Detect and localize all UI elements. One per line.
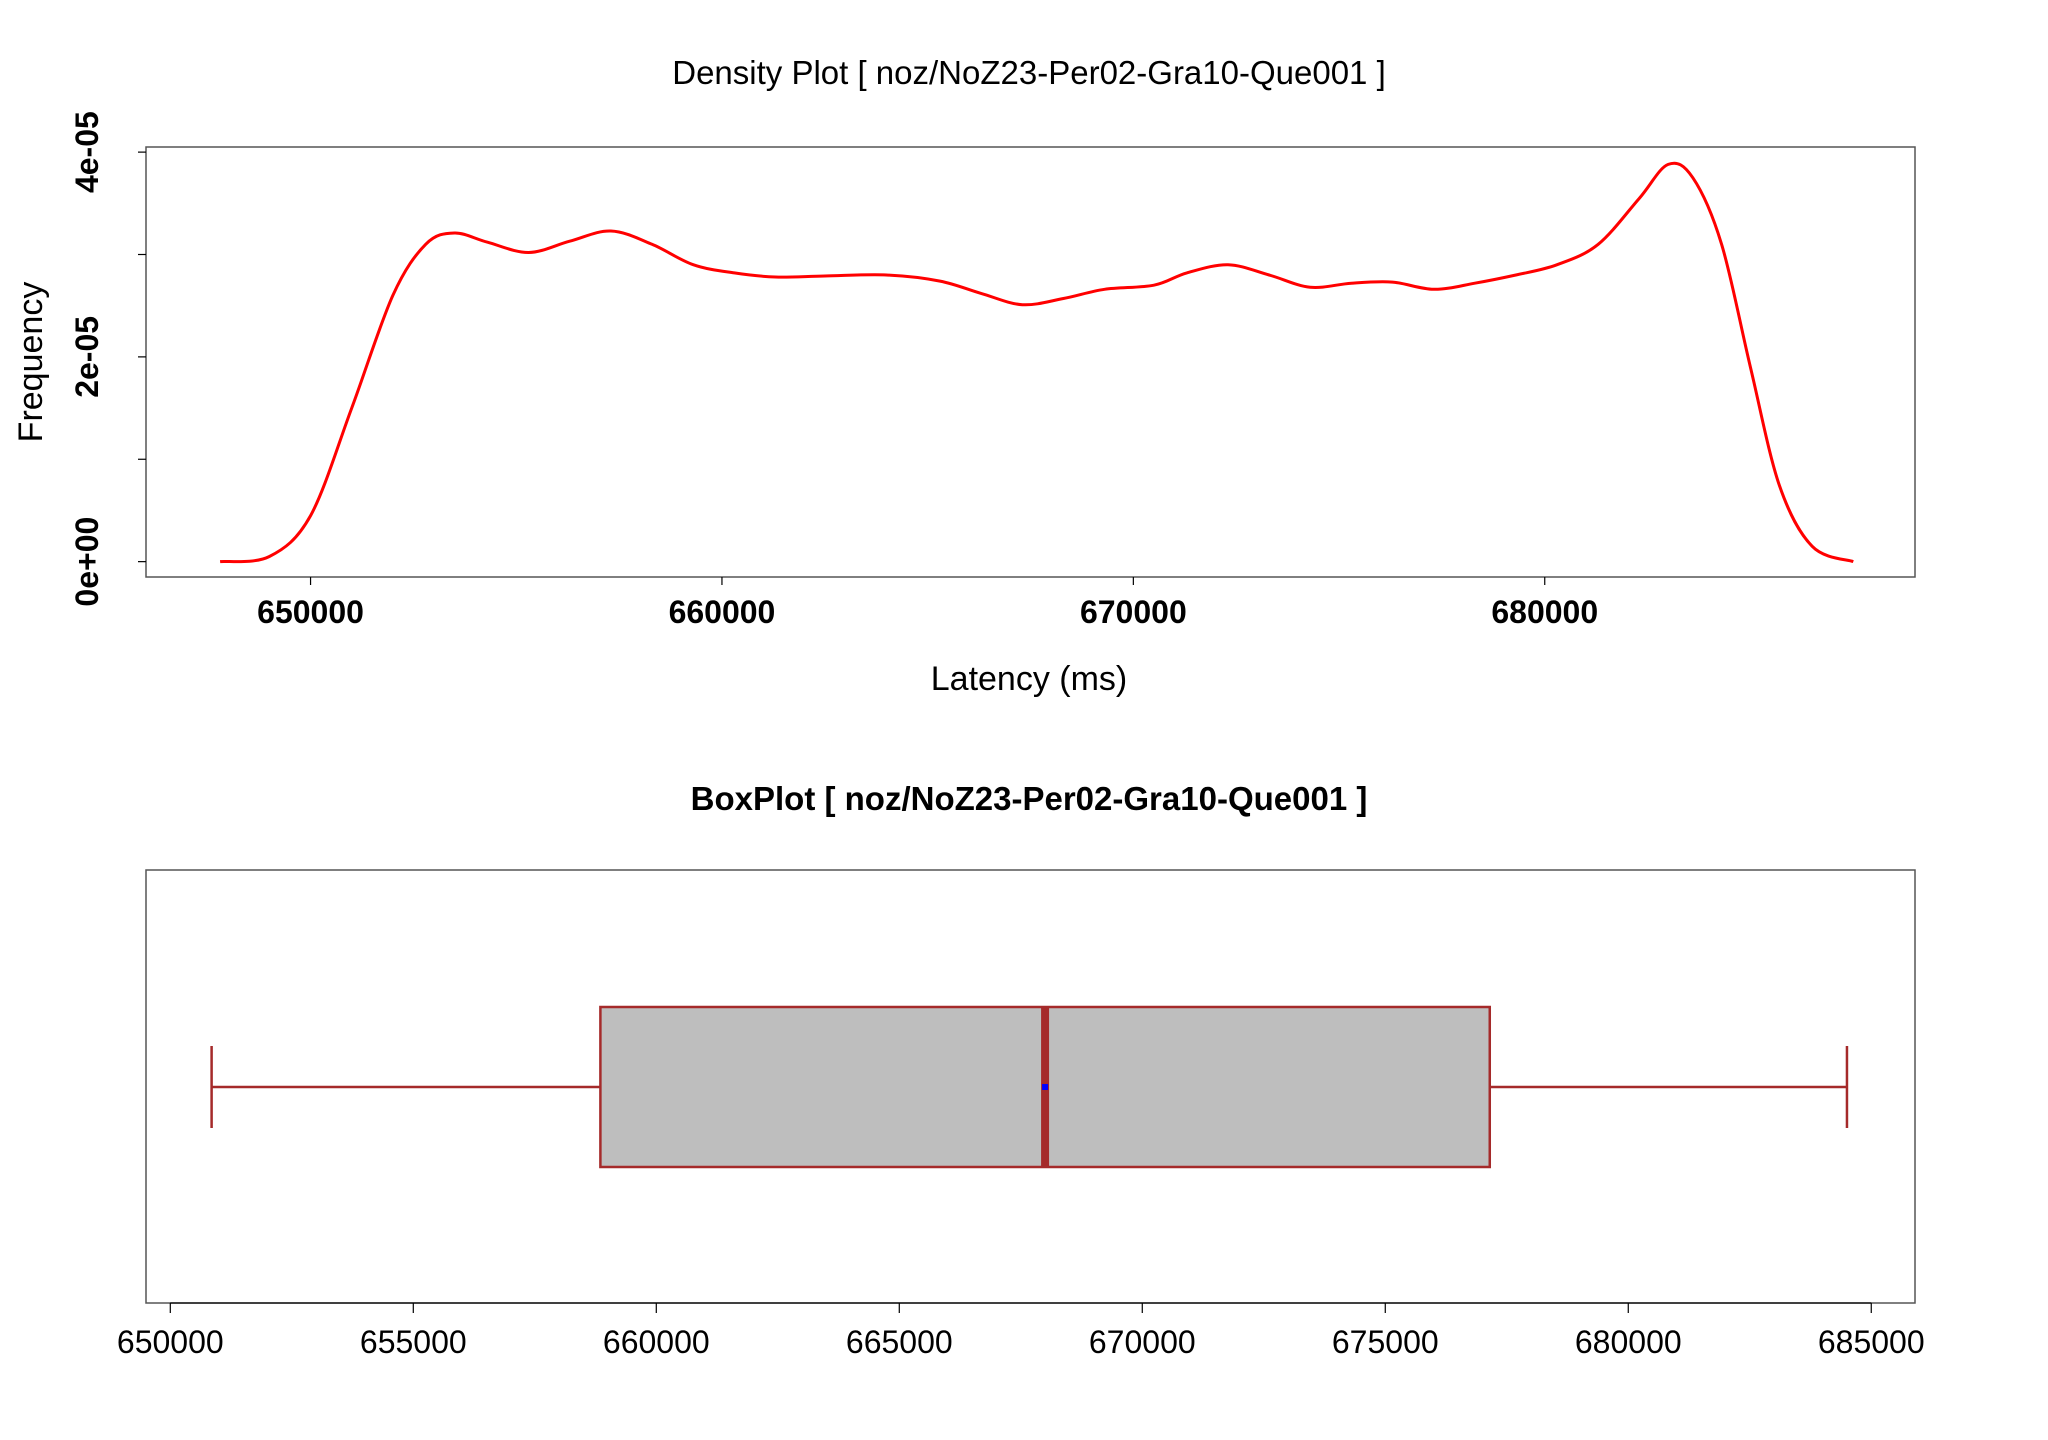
- boxplot-x-tick-label: 660000: [603, 1324, 710, 1360]
- density-title: Density Plot [ noz/NoZ23-Per02-Gra10-Que…: [672, 54, 1386, 91]
- boxplot-x-tick-label: 675000: [1332, 1324, 1439, 1360]
- density-x-tick-label: 680000: [1491, 594, 1598, 630]
- density-plot: Density Plot [ noz/NoZ23-Per02-Gra10-Que…: [12, 54, 1916, 698]
- boxplot-marks: [210, 1005, 1849, 1169]
- density-x-tick-label: 660000: [669, 594, 776, 630]
- boxplot-x-tick-label: 665000: [846, 1324, 953, 1360]
- density-x-tick-label: 650000: [257, 594, 364, 630]
- boxplot-x-tick-label: 685000: [1818, 1324, 1925, 1360]
- density-x-tick-label: 670000: [1080, 594, 1187, 630]
- density-y-label: Frequency: [12, 282, 50, 443]
- boxplot-x-tick-label: 655000: [360, 1324, 467, 1360]
- density-y-tick-label: 0e+00: [69, 517, 105, 607]
- boxplot-x-tick-label: 670000: [1089, 1324, 1196, 1360]
- boxplot-x-tick-label: 680000: [1575, 1324, 1682, 1360]
- density-y-tick-label: 4e-05: [69, 111, 105, 193]
- density-y-axis: 0e+00 2e-05 4e-05: [69, 111, 146, 607]
- density-x-axis: 650000 660000 670000 680000: [257, 577, 1598, 630]
- boxplot-mean-marker: [1042, 1084, 1049, 1090]
- boxplot-x-tick-label: 650000: [117, 1324, 224, 1360]
- density-y-tick-label: 2e-05: [69, 316, 105, 398]
- boxplot-title: BoxPlot [ noz/NoZ23-Per02-Gra10-Que001 ]: [691, 780, 1368, 817]
- density-series-line: [219, 161, 1854, 564]
- density-x-label: Latency (ms): [931, 660, 1128, 698]
- box-plot: BoxPlot [ noz/NoZ23-Per02-Gra10-Que001 ]…: [117, 780, 1925, 1360]
- density-plot-frame: [145, 146, 1916, 578]
- boxplot-x-axis: 650000 655000 660000 665000 670000 675000 6800…: [117, 1302, 1925, 1360]
